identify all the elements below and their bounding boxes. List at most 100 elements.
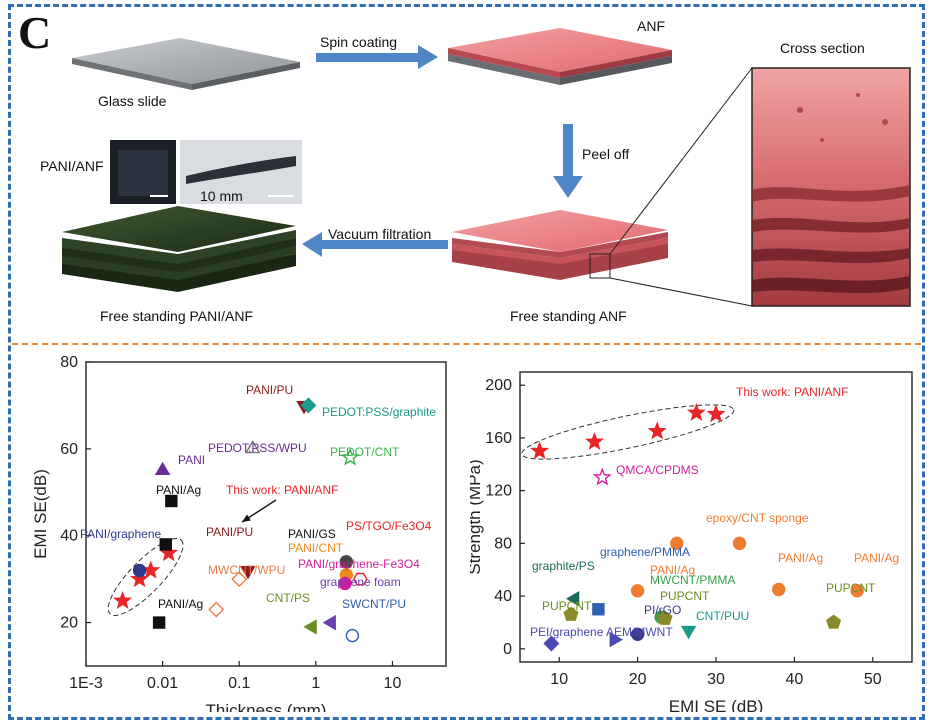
glass-slide-illustration — [72, 38, 300, 90]
annotation-label: PANI/CNT — [288, 541, 344, 555]
point-pi-rgo — [630, 627, 645, 642]
plot-frame — [85, 361, 447, 667]
scale-bar-label: 10 mm — [200, 188, 243, 204]
annotation-label: PUPCNT — [542, 599, 592, 613]
annotation-label: PANI/Ag — [650, 563, 695, 577]
panel-divider — [12, 343, 921, 345]
annotation-label: CNT/PUU — [696, 609, 749, 623]
point-this-work-pani-anf — [530, 441, 550, 460]
annotation-label: PI/rGO — [644, 603, 681, 617]
point-mwcnt-wpu — [231, 571, 248, 588]
y-tick-label: 60 — [60, 441, 78, 458]
point-epoxy-cnt-sponge — [732, 536, 747, 551]
annotation-label: MWCNT/PMMA — [650, 573, 735, 587]
y-axis-label: EMI SE(dB) — [31, 469, 50, 559]
y-axis-label: Strength (MPa) — [470, 459, 484, 574]
y-tick-label: 80 — [60, 354, 78, 371]
anf-coated-glass-illustration — [448, 28, 672, 85]
point-pei-graphene — [543, 635, 560, 652]
this-work-ellipse — [107, 537, 184, 616]
point-graphite-ps — [566, 590, 580, 607]
cross-section-label: Cross section — [780, 40, 865, 56]
glass-slide-label: Glass slide — [98, 93, 167, 109]
annotation-label: PS/TGO/Fe3O4 — [346, 519, 432, 533]
vacuum-filtration-label: Vacuum filtration — [328, 226, 432, 242]
pani-anf-photo-label: PANI/ANF — [40, 158, 104, 174]
point-pani — [154, 461, 171, 476]
free-standing-anf-label: Free standing ANF — [510, 308, 627, 324]
spin-coating-arrow — [316, 45, 438, 69]
y-tick-label: 160 — [485, 430, 512, 447]
annotation-label: This work: PANI/ANF — [226, 483, 338, 497]
point-pedot-cnt — [340, 447, 360, 466]
annotation-label: PANI/Ag — [854, 551, 899, 565]
point-epoxy-cnt-sponge — [670, 536, 684, 551]
point-pedot-pss-graphite — [300, 397, 317, 414]
point-ps-tgo-fe3o4 — [352, 572, 368, 586]
annotation-label: epoxy/CNT sponge — [706, 511, 809, 525]
y-tick-label: 0 — [503, 641, 512, 658]
peel-off-label: Peel off — [582, 146, 630, 162]
point-qmca-cpdms — [592, 467, 612, 486]
y-tick-label: 40 — [60, 528, 78, 545]
annotation-label: PANI/PU — [206, 525, 253, 539]
x-tick-label: 1E-3 — [69, 675, 103, 692]
x-tick-label: 40 — [786, 671, 804, 688]
cross-section-image — [751, 67, 911, 307]
panel-letter: C — [18, 7, 52, 58]
point-graphene-foam — [322, 614, 336, 631]
point-this-work-pani-anf — [113, 590, 133, 609]
y-tick-label: 20 — [60, 615, 78, 632]
point-cnt-ps — [303, 619, 317, 635]
figure-frame — [8, 4, 925, 720]
point-pani-pu — [240, 565, 256, 580]
y-tick-label: 80 — [494, 535, 512, 552]
annotation-label: SWCNT/PU — [342, 597, 406, 611]
annotation-label: PUPCNT — [826, 581, 876, 595]
y-tick-label: 40 — [494, 588, 512, 605]
peel-off-arrow — [553, 124, 583, 198]
vacuum-filtration-arrow — [302, 232, 448, 257]
point-pani-ag — [165, 494, 178, 508]
x-tick-label: 30 — [707, 671, 725, 688]
x-tick-label: 10 — [384, 675, 402, 692]
annotation-label: PEDOT:PSS/graphite — [322, 405, 436, 419]
point-pani-ag — [152, 616, 166, 629]
x-tick-label: 20 — [629, 671, 647, 688]
strength-vs-emi-chart: 10 20 30 40 50 0 40 80 120 160 200 EMI SE (dB) Stren… — [470, 371, 913, 712]
process-schematic — [62, 28, 911, 307]
pani-anf-photo — [110, 140, 176, 204]
point-pupcnt — [657, 610, 673, 625]
annotation-label: PEI/graphene — [530, 625, 604, 639]
x-tick-label: 1 — [311, 675, 320, 692]
point-pupcnt — [563, 606, 579, 621]
x-tick-label: 50 — [864, 671, 882, 688]
this-work-arrowhead — [242, 514, 251, 522]
point-this-work-pani-anf — [647, 421, 667, 440]
free-standing-pani-anf-illustration — [62, 206, 296, 292]
point-mwcnt-wpu — [208, 601, 225, 618]
anf-label: ANF — [637, 18, 665, 34]
point-cnt-puu — [680, 625, 697, 640]
point-this-work-pani-anf — [686, 402, 706, 421]
annotation-label: QMCA/CPDMS — [616, 463, 699, 477]
this-work-ellipse — [521, 404, 735, 460]
annotation-label: AEM/MWNT — [606, 625, 673, 639]
annotation-label: PUPCNT — [660, 589, 710, 603]
point-this-work-pani-anf — [585, 431, 604, 450]
point-graphene-pmma — [592, 603, 605, 616]
x-tick-label: 0.1 — [228, 675, 250, 692]
x-tick-label: 0.01 — [147, 675, 178, 692]
x-axis-label: EMI SE (dB) — [669, 697, 763, 712]
point-pani-graphene — [132, 563, 147, 578]
point-pedot-pss-wpu — [244, 440, 261, 454]
spin-coating-label: Spin coating — [320, 34, 398, 50]
y-tick-label: 120 — [485, 483, 512, 500]
annotation-label: PEDOT:PSS/WPU — [208, 441, 307, 455]
annotation-label: graphite/PS — [532, 559, 595, 573]
point-pani-ag — [630, 584, 645, 598]
point-pani-ag — [772, 582, 786, 597]
point-swcnt-pu — [345, 628, 360, 643]
annotation-label: PANI/graphene — [80, 527, 161, 541]
point-pupcnt — [826, 614, 842, 629]
